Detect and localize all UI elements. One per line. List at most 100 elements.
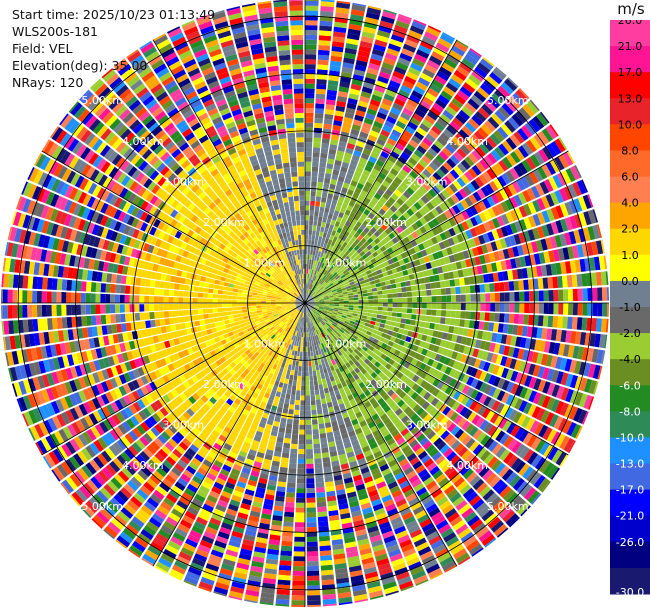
velocity-cell xyxy=(365,72,378,80)
velocity-cell xyxy=(593,381,599,395)
velocity-cell xyxy=(516,481,529,494)
velocity-cell xyxy=(352,342,358,349)
velocity-cell xyxy=(460,311,466,319)
velocity-cell xyxy=(514,460,526,474)
velocity-cell xyxy=(379,196,388,204)
velocity-cell xyxy=(338,306,344,309)
velocity-cell xyxy=(327,292,333,296)
velocity-cell xyxy=(305,49,317,55)
velocity-cell xyxy=(402,80,415,90)
velocity-cell xyxy=(312,264,315,270)
velocity-cell xyxy=(430,282,436,289)
velocity-cell xyxy=(366,375,374,383)
velocity-cell xyxy=(431,303,437,309)
velocity-cell xyxy=(475,146,486,158)
velocity-cell xyxy=(312,152,320,158)
velocity-cell xyxy=(301,366,305,372)
velocity-cell xyxy=(305,156,312,162)
velocity-cell xyxy=(326,288,331,292)
velocity-cell xyxy=(316,501,327,508)
velocity-cell xyxy=(439,257,446,266)
velocity-cell xyxy=(388,325,395,331)
velocity-cell xyxy=(327,310,333,314)
velocity-cell xyxy=(415,162,425,172)
velocity-cell xyxy=(450,287,456,295)
velocity-cell xyxy=(382,328,389,334)
velocity-cell xyxy=(355,221,362,228)
velocity-cell xyxy=(365,281,371,287)
velocity-cell xyxy=(322,252,327,259)
velocity-cell xyxy=(325,168,333,174)
velocity-cell xyxy=(388,412,397,421)
velocity-cell xyxy=(309,341,312,347)
velocity-cell xyxy=(305,220,309,226)
velocity-cell xyxy=(548,290,554,302)
velocity-cell xyxy=(371,125,382,134)
velocity-cell xyxy=(366,67,379,76)
velocity-cell xyxy=(567,289,574,302)
velocity-cell xyxy=(311,235,316,241)
velocity-cell xyxy=(372,429,381,438)
velocity-cell xyxy=(386,48,400,57)
velocity-cell xyxy=(313,265,317,271)
velocity-cell xyxy=(384,235,392,243)
velocity-cell xyxy=(387,293,393,299)
velocity-cell xyxy=(356,105,367,113)
velocity-cell xyxy=(331,46,344,53)
velocity-cell xyxy=(361,328,368,334)
velocity-cell xyxy=(591,272,597,286)
velocity-cell xyxy=(474,369,483,380)
velocity-cell xyxy=(562,316,568,329)
velocity-cell xyxy=(579,332,587,346)
velocity-cell xyxy=(376,259,383,265)
velocity-cell xyxy=(393,450,404,459)
velocity-cell xyxy=(533,315,539,326)
velocity-cell xyxy=(493,322,499,333)
velocity-cell xyxy=(348,303,354,306)
velocity-cell xyxy=(307,341,310,347)
velocity-cell xyxy=(316,271,321,277)
velocity-cell xyxy=(435,390,444,400)
velocity-cell xyxy=(441,62,455,73)
velocity-cell xyxy=(411,222,419,231)
velocity-cell xyxy=(488,374,497,385)
velocity-cell xyxy=(518,205,528,218)
velocity-cell xyxy=(354,361,361,367)
velocity-cell xyxy=(373,450,383,459)
velocity-cell xyxy=(310,285,314,290)
velocity-cell xyxy=(305,371,309,377)
velocity-cell xyxy=(391,180,400,189)
velocity-cell xyxy=(537,212,546,225)
velocity-cell xyxy=(321,378,327,384)
velocity-cell xyxy=(347,233,354,240)
velocity-cell xyxy=(346,327,352,332)
velocity-cell xyxy=(489,496,502,509)
velocity-cell xyxy=(361,253,368,260)
velocity-cell xyxy=(507,183,518,196)
velocity-cell xyxy=(292,429,299,435)
velocity-cell xyxy=(487,116,500,129)
velocity-cell xyxy=(431,309,437,316)
velocity-cell xyxy=(309,279,312,285)
velocity-cell xyxy=(418,327,425,334)
velocity-cell xyxy=(477,349,484,359)
velocity-cell xyxy=(325,278,331,284)
velocity-cell xyxy=(389,205,398,213)
velocity-cell xyxy=(553,289,559,302)
velocity-cell xyxy=(329,268,335,274)
velocity-cell xyxy=(536,112,549,127)
velocity-cell xyxy=(322,275,327,281)
velocity-cell xyxy=(470,519,483,531)
velocity-cell xyxy=(340,326,346,332)
velocity-cell xyxy=(314,287,318,293)
velocity-cell xyxy=(416,127,427,137)
velocity-cell xyxy=(422,204,431,214)
velocity-cell xyxy=(309,220,314,226)
velocity-cell xyxy=(430,337,437,345)
velocity-cell xyxy=(317,516,328,522)
velocity-cell xyxy=(450,544,465,556)
velocity-cell xyxy=(571,274,578,287)
velocity-cell xyxy=(496,333,503,344)
velocity-cell xyxy=(396,287,402,293)
velocity-cell xyxy=(387,216,395,225)
